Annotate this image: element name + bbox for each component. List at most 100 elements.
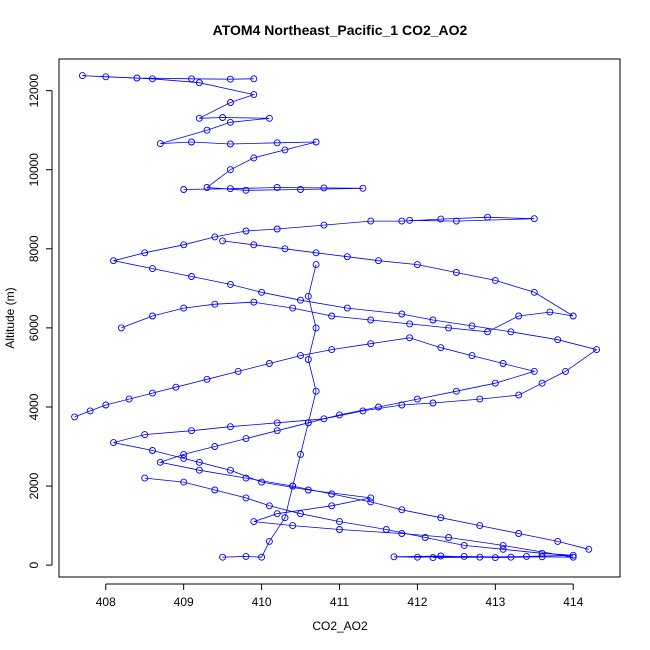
data-point bbox=[304, 486, 312, 494]
data-point bbox=[413, 395, 421, 403]
data-point bbox=[312, 387, 320, 395]
data-point bbox=[258, 553, 266, 561]
data-point bbox=[328, 502, 336, 510]
data-point bbox=[491, 379, 499, 387]
y-tick-label: 12000 bbox=[27, 74, 41, 108]
data-point bbox=[242, 227, 250, 235]
data-point bbox=[343, 253, 351, 261]
series-line bbox=[74, 337, 589, 550]
data-point bbox=[336, 526, 343, 533]
data-point bbox=[211, 486, 219, 494]
data-point bbox=[211, 300, 219, 308]
data-point bbox=[429, 316, 437, 324]
data-point bbox=[554, 336, 562, 344]
data-point bbox=[328, 346, 336, 354]
data-point bbox=[398, 217, 406, 225]
data-point bbox=[359, 407, 367, 415]
data-point bbox=[180, 450, 188, 458]
data-point bbox=[367, 494, 375, 502]
data-point bbox=[172, 383, 180, 391]
data-point bbox=[110, 257, 117, 265]
data-point bbox=[523, 552, 530, 560]
data-point bbox=[398, 401, 406, 409]
data-point bbox=[343, 304, 351, 312]
data-point bbox=[336, 518, 343, 526]
data-point bbox=[188, 427, 195, 435]
data-point bbox=[507, 553, 515, 561]
data-point bbox=[265, 537, 273, 545]
data-point bbox=[499, 541, 507, 549]
data-point bbox=[234, 367, 242, 375]
data-point bbox=[569, 312, 577, 320]
data-point bbox=[242, 552, 250, 560]
data-point bbox=[297, 450, 304, 458]
data-point bbox=[460, 541, 468, 549]
series-line bbox=[144, 477, 574, 558]
data-point bbox=[180, 304, 188, 312]
data-point bbox=[141, 249, 149, 257]
data-point bbox=[398, 530, 406, 537]
data-point bbox=[273, 510, 281, 518]
data-point bbox=[484, 213, 491, 221]
data-point bbox=[289, 304, 297, 312]
y-tick-label: 8000 bbox=[27, 235, 41, 262]
data-point bbox=[195, 79, 203, 87]
data-point bbox=[273, 427, 281, 435]
data-point bbox=[273, 139, 281, 147]
series-line bbox=[82, 75, 363, 191]
data-point bbox=[382, 526, 390, 533]
data-point bbox=[226, 99, 234, 106]
data-point bbox=[530, 215, 538, 223]
data-point bbox=[211, 233, 219, 241]
chart-title: ATOM4 Northeast_Pacific_1 CO2_AO2 bbox=[213, 22, 468, 38]
data-point bbox=[312, 138, 320, 146]
data-point bbox=[406, 216, 414, 224]
data-point bbox=[297, 352, 304, 360]
data-point bbox=[515, 312, 523, 320]
data-point bbox=[242, 186, 250, 194]
x-tick-label: 412 bbox=[407, 595, 427, 609]
data-point bbox=[281, 245, 289, 253]
data-point bbox=[265, 502, 273, 510]
x-tick-label: 408 bbox=[96, 595, 116, 609]
data-point bbox=[367, 340, 375, 348]
data-point bbox=[250, 154, 258, 162]
data-point bbox=[304, 292, 312, 300]
data-point bbox=[476, 553, 484, 561]
data-point bbox=[468, 352, 476, 360]
data-point bbox=[219, 553, 227, 561]
data-point bbox=[71, 413, 79, 421]
data-point bbox=[367, 498, 375, 506]
data-point bbox=[250, 75, 258, 83]
data-point bbox=[429, 399, 437, 407]
data-point bbox=[117, 324, 125, 332]
data-point bbox=[445, 324, 453, 332]
data-point bbox=[281, 146, 289, 154]
data-point bbox=[141, 474, 149, 482]
data-point bbox=[265, 114, 273, 122]
data-point bbox=[195, 458, 203, 466]
y-axis-label: Altitude (m) bbox=[3, 287, 17, 348]
data-point bbox=[211, 443, 219, 450]
data-point bbox=[156, 458, 164, 466]
data-point bbox=[359, 184, 367, 192]
data-point bbox=[219, 114, 227, 121]
data-point bbox=[593, 346, 601, 354]
data-point bbox=[149, 389, 156, 397]
data-point bbox=[226, 466, 234, 474]
data-point bbox=[538, 549, 546, 557]
x-tick-label: 413 bbox=[485, 595, 505, 609]
y-tick-label: 10000 bbox=[27, 153, 41, 187]
data-point bbox=[258, 478, 266, 486]
series-line bbox=[121, 240, 574, 333]
data-point bbox=[265, 360, 273, 367]
data-point bbox=[203, 184, 211, 191]
x-tick-label: 411 bbox=[330, 595, 349, 609]
plot-area-border bbox=[58, 58, 621, 578]
data-points bbox=[71, 72, 601, 562]
data-point bbox=[149, 447, 156, 454]
data-point bbox=[585, 545, 593, 553]
data-point bbox=[242, 435, 250, 443]
data-point bbox=[180, 241, 188, 249]
